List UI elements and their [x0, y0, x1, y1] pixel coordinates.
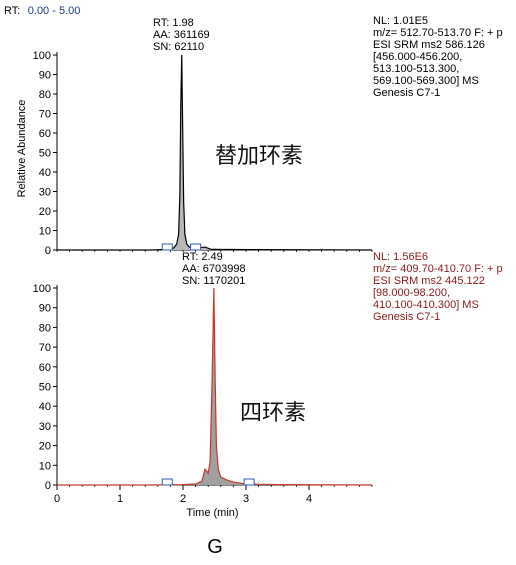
baseline-marker [190, 243, 202, 251]
y-tick-label: 40 [39, 401, 51, 413]
peak-area-fill [57, 288, 372, 485]
x-tick-label: 0 [54, 493, 60, 505]
rt-range-label: RT: 0.00 - 5.00 [4, 1, 80, 18]
acquisition-info-line: m/z= 512.70-513.70 F: + p [373, 27, 503, 39]
baseline-marker [161, 478, 173, 486]
acquisition-info-line: [98.000-98.200, [373, 287, 450, 299]
acquisition-info-line: NL: 1.56E6 [373, 251, 428, 263]
y-tick-label: 40 [39, 167, 51, 179]
acquisition-info-line: Genesis C7-1 [373, 87, 440, 99]
y-tick-label: 70 [39, 342, 51, 354]
panel-letter: G [207, 536, 223, 558]
peak-annotation-line: SN: 62110 [153, 41, 204, 53]
y-tick-label: 0 [45, 480, 51, 492]
acquisition-info-line: m/z= 409.70-410.70 F: + p [373, 263, 503, 275]
y-tick-label: 30 [39, 421, 51, 433]
y-tick-label: 50 [39, 382, 51, 394]
y-tick-label: 60 [39, 362, 51, 374]
chromatogram-panel-1: 0 10 20 30 40 50 60 70 80 90 100 Relative Abundance… [16, 15, 503, 257]
peak-annotation-line: RT: 2.49 [182, 251, 223, 263]
acquisition-info-line: [456.000-456.200, [373, 51, 462, 63]
compound-name-label: 四环素 [240, 401, 306, 426]
x-axis-label: Time (min) [186, 507, 238, 519]
acquisition-info-line: ESI SRM ms2 586.126 [373, 39, 485, 51]
y-tick-label: 30 [39, 187, 51, 199]
rt-range-value: 0.00 - 5.00 [28, 5, 81, 17]
y-tick-label: 80 [39, 322, 51, 334]
y-tick-label: 10 [39, 226, 51, 238]
x-tick-label: 2 [180, 493, 186, 505]
acquisition-info-line: 569.100-569.300] MS [373, 75, 479, 87]
acquisition-info-line: 410.100-410.300] MS [373, 299, 479, 311]
y-tick-label: 100 [33, 283, 51, 295]
chromatogram-panel-2: 0 10 20 30 40 50 60 70 80 90 100 0 1 2 3 4 Time (min) RT:… [33, 251, 503, 519]
y-tick-label: 90 [39, 303, 51, 315]
acquisition-info-line: Genesis C7-1 [373, 311, 440, 323]
compound-name-label: 替加环素 [215, 144, 303, 169]
peak-annotation-line: SN: 1170201 [182, 275, 245, 287]
y-tick-label: 10 [39, 460, 51, 472]
x-tick-label: 3 [243, 493, 249, 505]
y-tick-label: 70 [39, 109, 51, 121]
acquisition-info-line: NL: 1.01E5 [373, 15, 428, 27]
y-tick-label: 100 [33, 50, 51, 62]
y-tick-label: 20 [39, 441, 51, 453]
y-tick-label: 60 [39, 128, 51, 140]
y-tick-label: 20 [39, 206, 51, 218]
peak-annotation-line: AA: 361169 [153, 29, 210, 41]
peak-annotation-line: AA: 6703998 [182, 263, 246, 275]
chromatogram-trace [57, 287, 373, 486]
rt-range-prefix: RT: [4, 5, 20, 17]
peak-annotation-line: RT: 1.98 [153, 17, 194, 29]
x-tick-label: 1 [117, 493, 123, 505]
baseline-marker [243, 478, 255, 486]
acquisition-info-line: ESI SRM ms2 445.122 [373, 275, 485, 287]
y-axis-label: Relative Abundance [16, 100, 28, 198]
y-tick-label: 0 [45, 245, 51, 257]
x-tick-label: 4 [306, 493, 312, 505]
y-tick-label: 50 [39, 148, 51, 160]
baseline-marker [161, 243, 173, 251]
y-tick-label: 90 [39, 70, 51, 82]
acquisition-info-line: 513.100-513.300, [373, 63, 459, 75]
y-tick-label: 80 [39, 89, 51, 101]
